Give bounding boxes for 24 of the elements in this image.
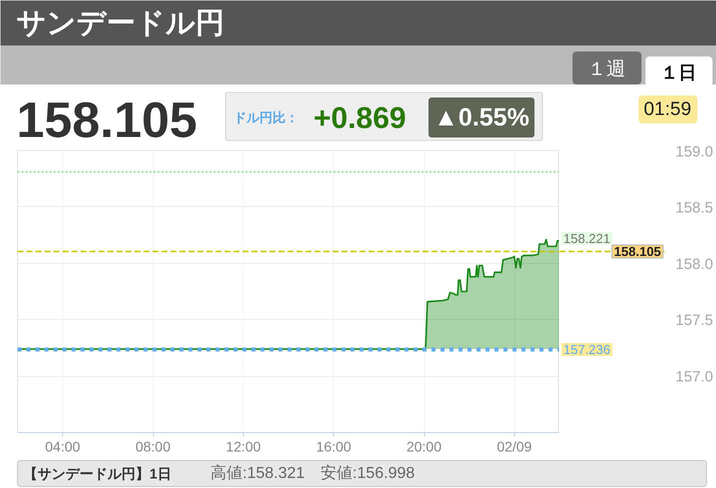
text: ドル円比： [234, 110, 298, 125]
y-tick-label: 158.0 [676, 256, 714, 273]
ref-line-label: 158.105 [614, 244, 662, 259]
x-tick-label: 20:00 [406, 438, 442, 454]
x-tick-label: 08:00 [135, 438, 171, 454]
text: １週 [588, 59, 626, 80]
text: 【サンデードル円】1日 [24, 466, 172, 482]
x-tick-label: 02/09 [496, 438, 532, 454]
y-tick-label: 158.5 [676, 199, 714, 216]
chart-title: サンデードル円 [16, 8, 224, 40]
text: 01:59 [644, 99, 692, 120]
x-tick-label: 04:00 [45, 438, 80, 454]
text: 高値:158.321 [210, 464, 305, 482]
text: 158.105 [16, 92, 198, 148]
x-tick-label: 16:00 [316, 438, 352, 454]
text: +0.869 [314, 102, 406, 135]
text: 安値:156.998 [320, 464, 415, 482]
x-tick-label: 12:00 [226, 438, 262, 454]
text: ▲0.55% [434, 104, 530, 132]
text: １日 [660, 62, 696, 82]
y-tick-label: 157.5 [676, 312, 714, 330]
y-tick-label: 159.0 [676, 144, 714, 160]
ref-line-label: 157.236 [563, 342, 610, 357]
y-tick-label: 157.0 [676, 368, 714, 386]
